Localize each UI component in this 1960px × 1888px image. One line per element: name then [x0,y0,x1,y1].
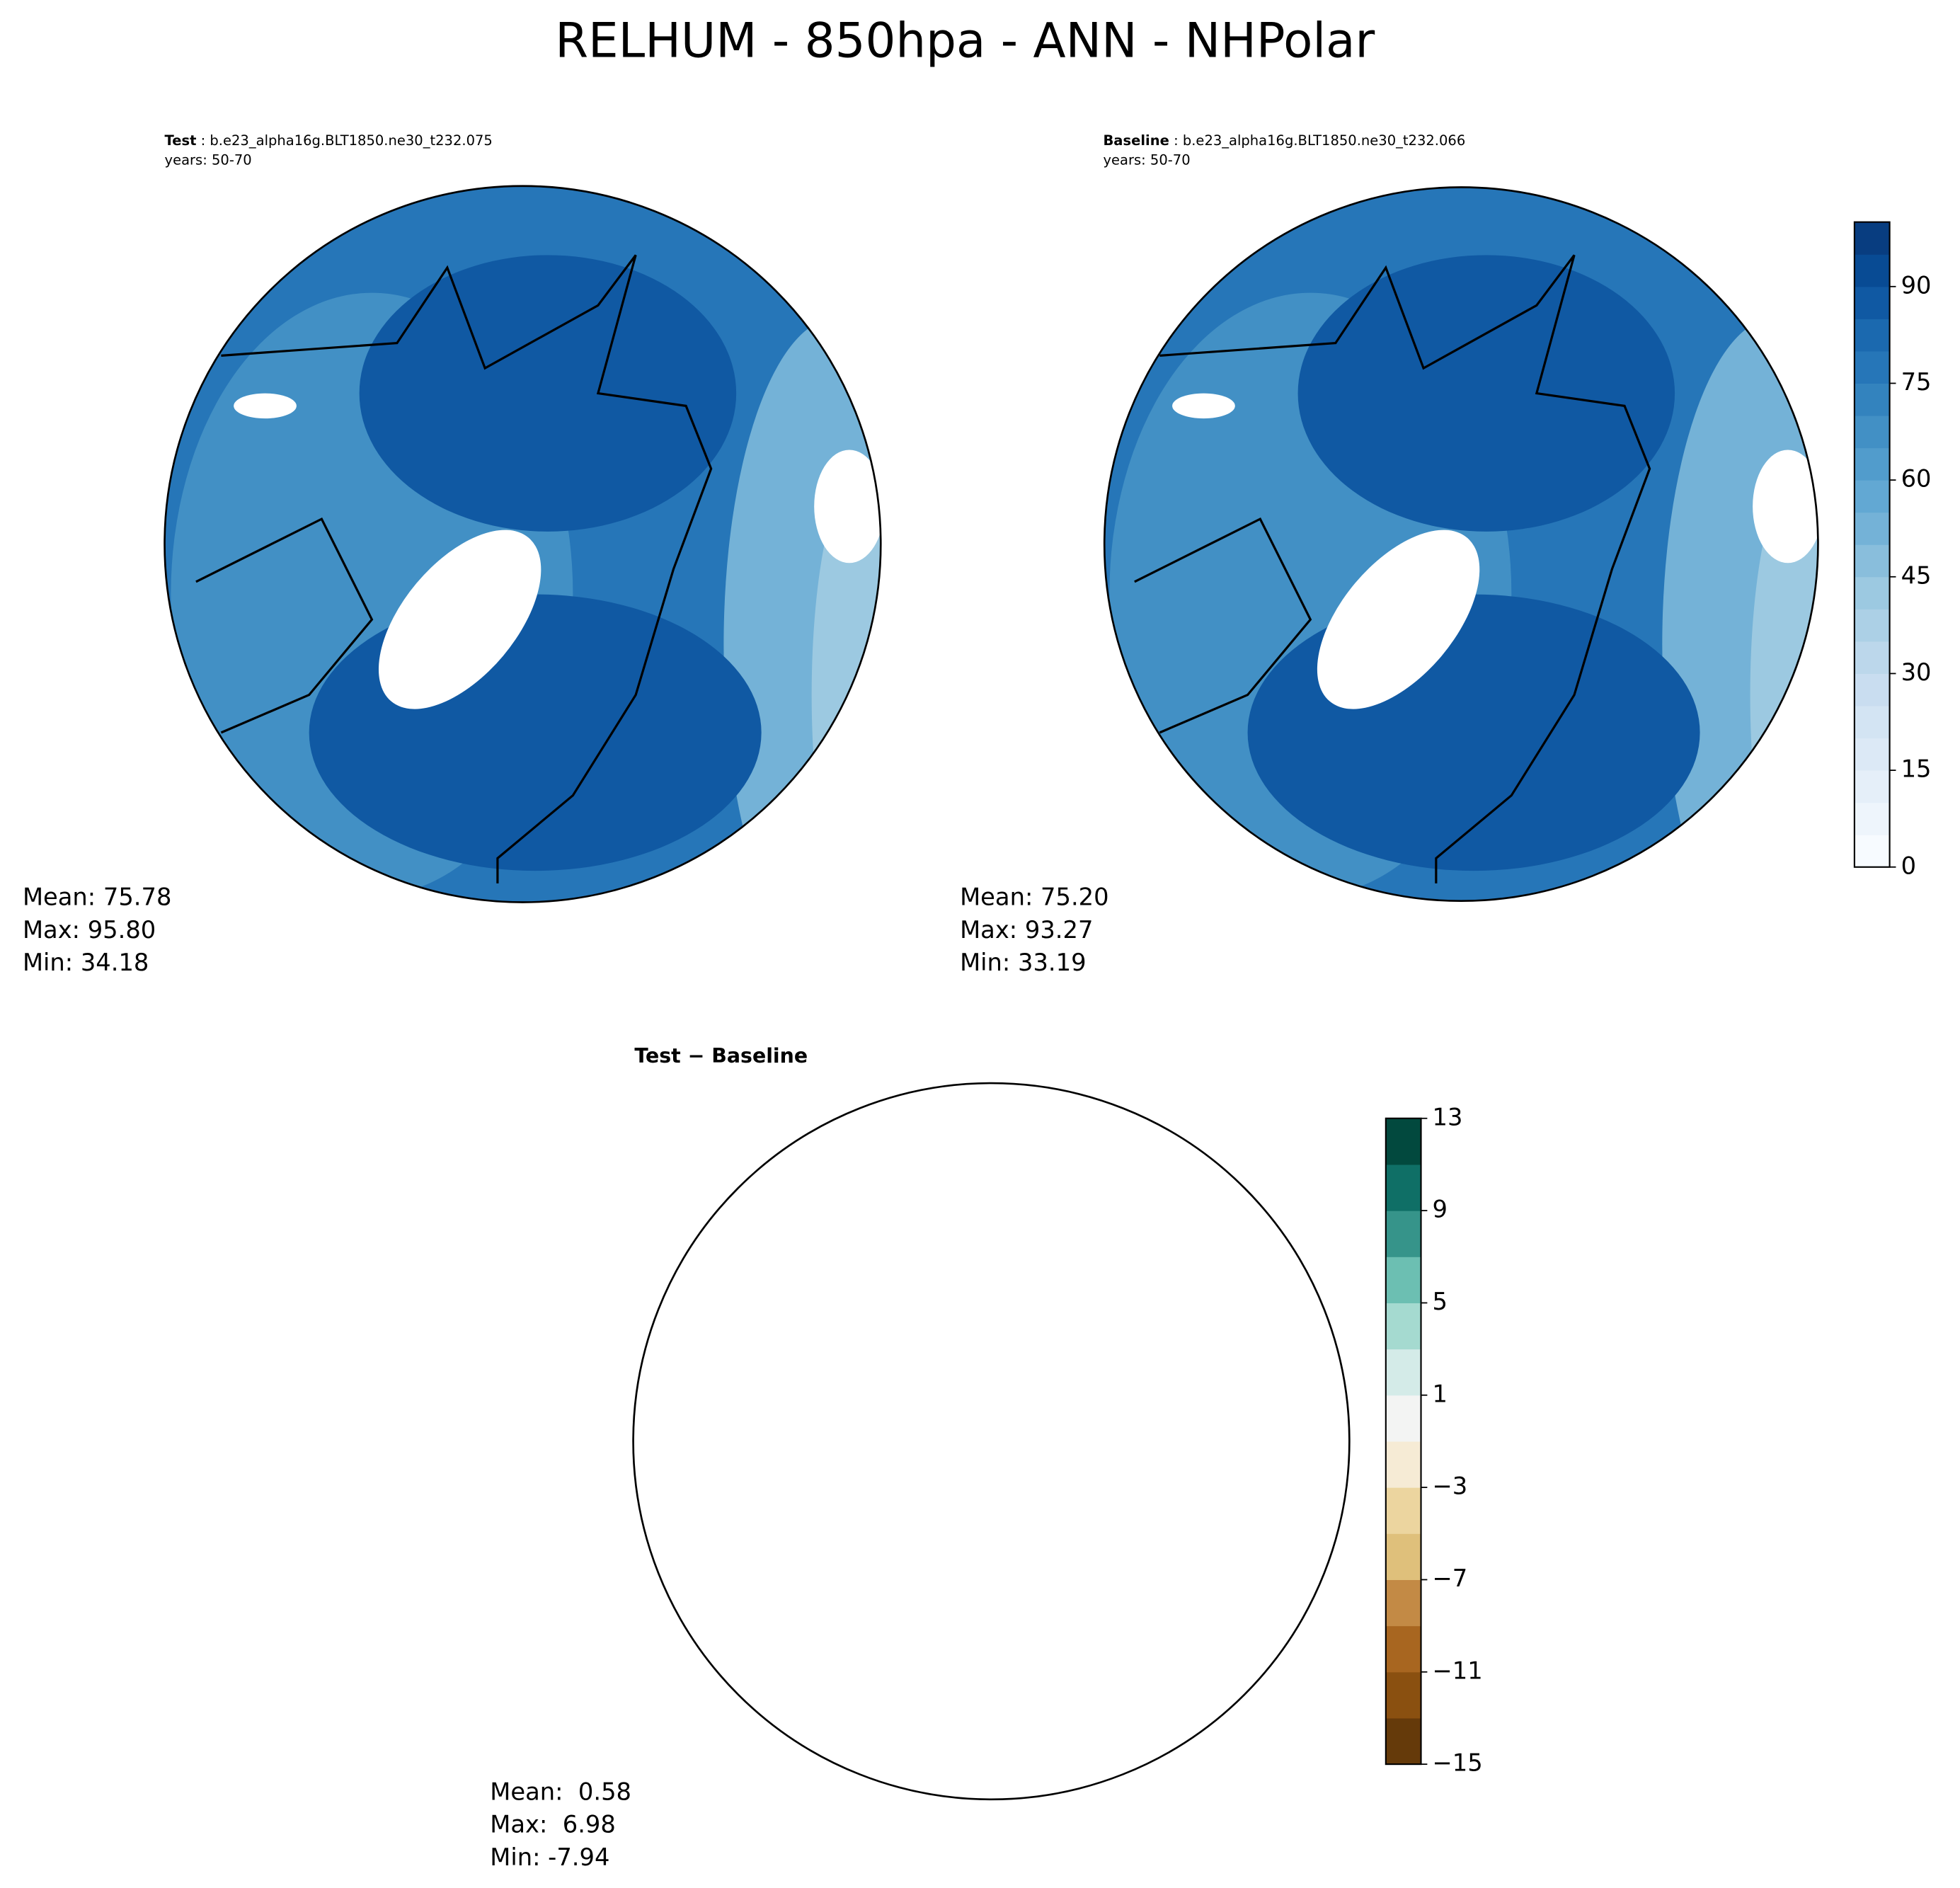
colorbar-tick-label: −15 [1433,1749,1483,1777]
colorbar-band [1854,835,1890,868]
map-border [632,1082,1351,1801]
colorbar-band [1854,480,1890,513]
colorbar-tick-label: 0 [1901,852,1916,879]
stat: Min: 33.19 [960,949,1086,976]
colorbar-band [1854,576,1890,610]
colorbar-band [1385,1118,1421,1165]
figure-title: RELHUM - 850hpa - ANN - NHPolar [555,13,1375,69]
colorbar-band [1385,1579,1421,1627]
colorbar-band [1385,1441,1421,1488]
colorbar-band [1854,286,1890,319]
map-border [1103,186,1819,903]
map [614,1064,1368,1818]
colorbar-tick-label: 9 [1433,1196,1448,1223]
colorbar-tick-label: 60 [1901,465,1932,493]
colorbar-frame [1853,221,1891,868]
years: years: 50-70 [1103,152,1190,168]
colorbar-tick-label: 45 [1901,561,1932,589]
colorbar-band [1854,383,1890,416]
stat: Max: 95.80 [23,916,156,944]
colorbar-tick-label: −7 [1433,1564,1468,1592]
colorbar-tick-label: 13 [1433,1103,1463,1131]
stat: Mean: 75.20 [960,883,1108,911]
colorbar-tick-label: 30 [1901,658,1932,686]
colorbar-tick-label: −11 [1433,1657,1483,1684]
case-label: Baseline [1103,132,1169,148]
colorbar-band [1854,222,1890,255]
colorbar-band [1854,544,1890,578]
colorbar-band [1385,1395,1421,1442]
map-border [164,185,882,903]
colorbar-band [1854,802,1890,835]
colorbar-band [1385,1487,1421,1534]
stat: Min: -7.94 [490,1843,609,1871]
colorbar-band [1385,1625,1421,1673]
colorbar-band [1385,1303,1421,1350]
map [1104,187,1818,901]
map [164,185,881,903]
stat: Mean: 0.58 [490,1778,631,1805]
years: years: 50-70 [165,152,252,168]
colorbar-band [1854,319,1890,352]
case-name: : b.e23_alpha16g.BLT1850.ne30_t232.066 [1174,132,1465,148]
colorbar-frame [1385,1117,1422,1766]
panel-subtitle: Test : b.e23_alpha16g.BLT1850.ne30_t232.… [165,132,493,148]
stat: Max: 93.27 [960,916,1093,944]
colorbar-band [1854,447,1890,481]
stat: Mean: 75.78 [23,883,171,911]
colorbar-band [1854,738,1890,771]
colorbar-band [1854,673,1890,706]
colorbar-band [1854,416,1890,449]
case-label: Test [165,132,197,148]
panel-subtitle: Baseline : b.e23_alpha16g.BLT1850.ne30_t… [1103,132,1465,148]
stat: Max: 6.98 [490,1811,616,1838]
colorbar-band [1854,706,1890,739]
colorbar-band [1854,512,1890,545]
colorbar-tick-label: 1 [1433,1380,1448,1407]
colorbar-band [1385,1717,1421,1765]
panel-title: Test − Baseline [634,1044,808,1068]
colorbar-tick-label: 90 [1901,271,1932,299]
stat: Min: 34.18 [23,949,149,976]
colorbar-band [1385,1671,1421,1719]
colorbar-tick-label: 75 [1901,368,1932,396]
colorbar-tick-label: 5 [1433,1288,1448,1315]
colorbar-band [1854,254,1890,287]
case-name: : b.e23_alpha16g.BLT1850.ne30_t232.075 [201,132,493,148]
colorbar-band [1385,1533,1421,1580]
colorbar-band [1854,770,1890,803]
colorbar-band [1854,350,1890,384]
colorbar-band [1854,641,1890,674]
colorbar-band [1385,1164,1421,1211]
colorbar-tick-label: 15 [1901,755,1932,783]
colorbar-band [1385,1211,1421,1257]
colorbar-band [1385,1349,1421,1396]
colorbar-band [1385,1257,1421,1303]
colorbar-band [1854,609,1890,642]
colorbar-tick-label: −3 [1433,1472,1468,1500]
